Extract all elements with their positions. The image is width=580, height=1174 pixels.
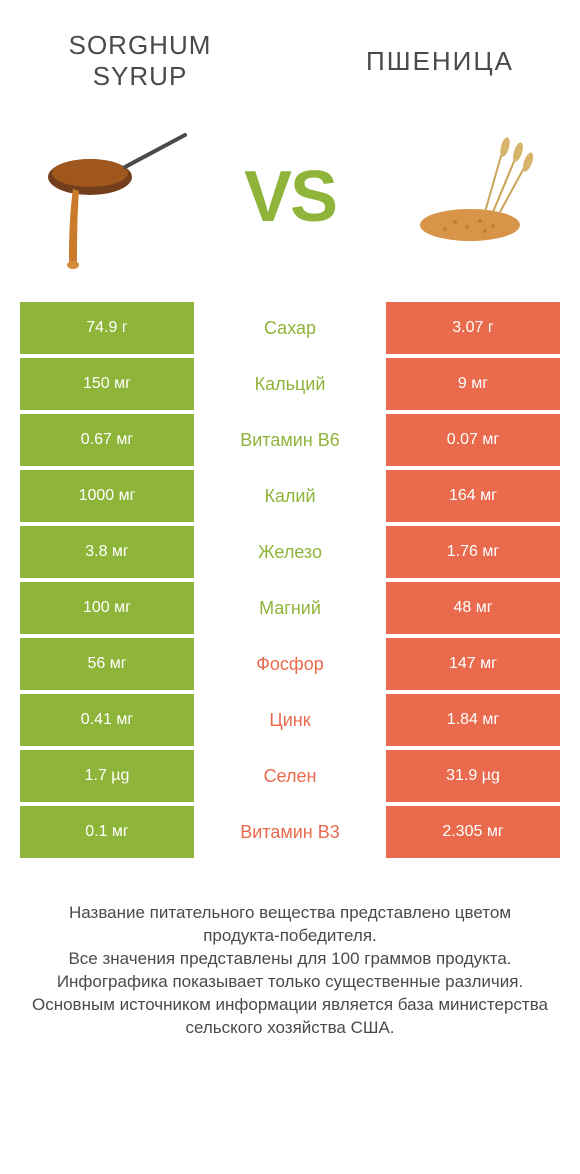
syrup-image [30,112,200,282]
table-row: 1000 мгКалий164 мг [20,470,560,522]
nutrient-label: Витамин B6 [194,414,386,466]
value-right: 31.9 µg [386,750,560,802]
nutrient-label: Цинк [194,694,386,746]
table-row: 74.9 гСахар3.07 г [20,302,560,354]
nutrient-label: Кальций [194,358,386,410]
table-row: 0.67 мгВитамин B60.07 мг [20,414,560,466]
value-right: 9 мг [386,358,560,410]
value-right: 164 мг [386,470,560,522]
nutrient-label: Витамин B3 [194,806,386,858]
vs-label: VS [244,156,336,238]
table-row: 56 мгФосфор147 мг [20,638,560,690]
nutrient-label: Железо [194,526,386,578]
table-row: 1.7 µgСелен31.9 µg [20,750,560,802]
value-left: 1000 мг [20,470,194,522]
value-left: 0.1 мг [20,806,194,858]
table-row: 150 мгКальций9 мг [20,358,560,410]
value-left: 1.7 µg [20,750,194,802]
value-left: 56 мг [20,638,194,690]
images-row: VS [0,102,580,302]
footer-line: Все значения представлены для 100 граммо… [30,948,550,971]
value-right: 1.76 мг [386,526,560,578]
nutrient-label: Сахар [194,302,386,354]
value-right: 0.07 мг [386,414,560,466]
nutrient-label: Магний [194,582,386,634]
value-right: 1.84 мг [386,694,560,746]
table-row: 3.8 мгЖелезо1.76 мг [20,526,560,578]
table-row: 100 мгМагний48 мг [20,582,560,634]
nutrient-label: Фосфор [194,638,386,690]
value-left: 150 мг [20,358,194,410]
footer-line: Название питательного вещества представл… [30,902,550,948]
nutrient-label: Калий [194,470,386,522]
value-left: 0.67 мг [20,414,194,466]
table-row: 0.1 мгВитамин B32.305 мг [20,806,560,858]
footer-notes: Название питательного вещества представл… [0,862,580,1040]
value-left: 3.8 мг [20,526,194,578]
value-left: 100 мг [20,582,194,634]
footer-line: Инфографика показывает только существенн… [30,971,550,994]
value-right: 147 мг [386,638,560,690]
title-left: SORGHUM SYRUP [40,30,240,92]
value-right: 48 мг [386,582,560,634]
table-row: 0.41 мгЦинк1.84 мг [20,694,560,746]
wheat-image [380,112,550,282]
title-right: ПШЕНИЦА [340,46,540,77]
header: SORGHUM SYRUP ПШЕНИЦА [0,0,580,102]
footer-line: Основным источником информации является … [30,994,550,1040]
nutrient-label: Селен [194,750,386,802]
value-right: 3.07 г [386,302,560,354]
value-left: 0.41 мг [20,694,194,746]
value-right: 2.305 мг [386,806,560,858]
value-left: 74.9 г [20,302,194,354]
comparison-table: 74.9 гСахар3.07 г150 мгКальций9 мг0.67 м… [0,302,580,858]
